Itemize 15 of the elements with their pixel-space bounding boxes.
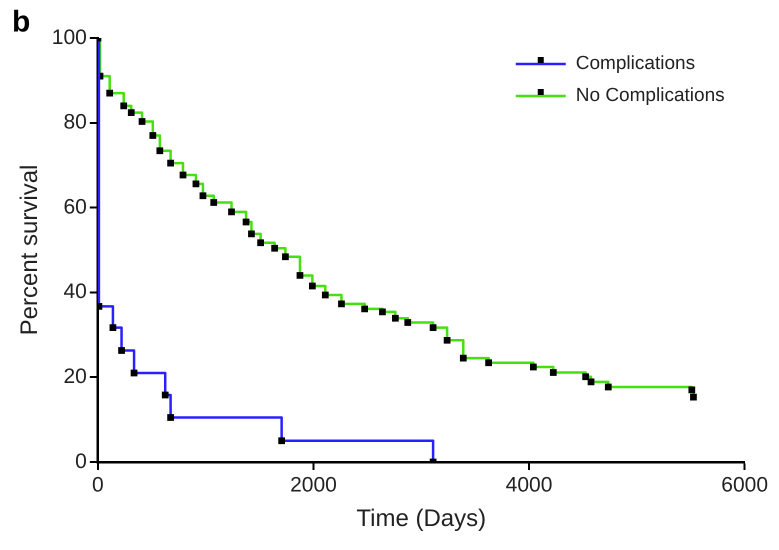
- y-axis-title: Percent survival: [16, 164, 44, 336]
- y-tick-label: 20: [63, 364, 87, 388]
- chart-title: b: [12, 5, 30, 38]
- y-tick-label: 100: [52, 26, 87, 49]
- y-tick-label: 40: [63, 280, 87, 304]
- x-tick-label: 6000: [721, 473, 768, 496]
- y-tick-label: 0: [75, 450, 87, 473]
- legend-label: No Complications: [576, 85, 725, 106]
- x-tick-label: 2000: [290, 473, 337, 496]
- x-axis-title: Time (Days): [356, 505, 486, 532]
- legend-label: Complications: [576, 53, 696, 74]
- y-tick-label: 60: [63, 195, 87, 218]
- x-tick-label: 4000: [506, 473, 552, 496]
- y-tick-label: 80: [63, 110, 87, 134]
- x-tick-label: 0: [92, 473, 104, 496]
